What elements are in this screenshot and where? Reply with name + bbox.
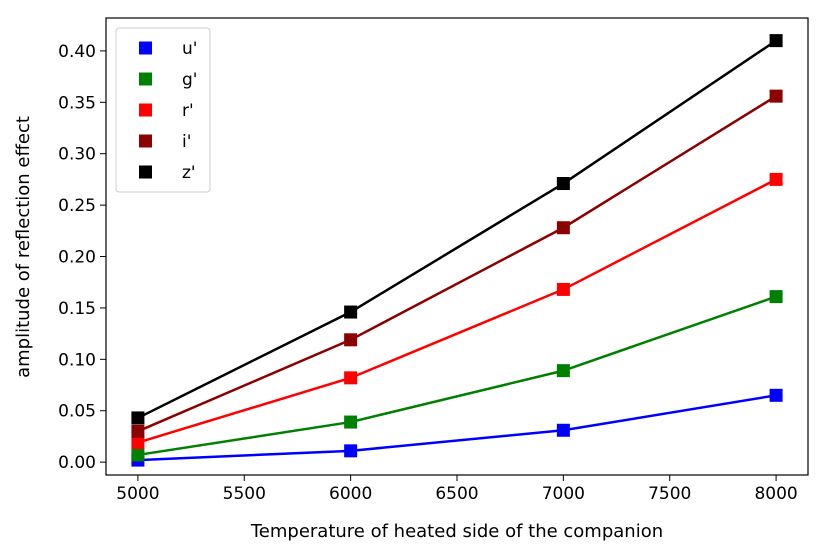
y-tick-label: 0.20 <box>58 248 96 268</box>
legend: u' g' r' i' z' <box>115 27 211 193</box>
data-point-g <box>131 448 145 462</box>
legend-label-u: u' <box>182 39 197 59</box>
data-point-r <box>769 172 783 186</box>
y-tick-label: 0.40 <box>58 42 96 62</box>
data-point-r <box>556 282 570 296</box>
y-tick-label: 0.35 <box>58 93 96 113</box>
data-point-z <box>344 305 358 319</box>
series-line-g <box>137 295 777 457</box>
legend-frame <box>115 27 211 193</box>
data-point-z <box>556 177 570 191</box>
legend-marker-g <box>139 72 152 86</box>
data-point-u <box>344 444 358 458</box>
x-tick-label: 5500 <box>223 484 266 504</box>
x-axis-title: Temperature of heated side of the compan… <box>250 521 663 542</box>
series-line-i <box>137 95 777 433</box>
legend-label-r: r' <box>182 101 194 121</box>
x-tick-label: 6000 <box>329 484 372 504</box>
legend-label-i: i' <box>182 132 191 152</box>
data-point-z <box>131 411 145 425</box>
y-axis-title: amplitude of reflection effect <box>13 116 34 378</box>
data-point-g <box>556 364 570 378</box>
data-point-u <box>769 388 783 402</box>
x-tick-label: 6500 <box>435 484 478 504</box>
y-tick-label: 0.25 <box>58 196 96 216</box>
legend-marker-r <box>139 103 152 117</box>
legend-label-z: z' <box>182 163 196 183</box>
series-line-r <box>137 178 777 444</box>
y-tick-label: 0.05 <box>58 402 96 422</box>
data-point-r <box>344 371 358 385</box>
x-tick-label: 8000 <box>754 484 797 504</box>
x-tick-label: 5000 <box>116 484 159 504</box>
data-point-i <box>344 333 358 347</box>
data-point-g <box>344 415 358 429</box>
x-axis: 5000 5500 6000 6500 7000 7500 8000 <box>116 475 798 504</box>
data-point-i <box>131 424 145 438</box>
y-tick-label: 0.15 <box>58 299 96 319</box>
y-tick-label: 0.00 <box>58 453 96 473</box>
legend-marker-u <box>139 41 152 55</box>
series-line-z <box>137 39 777 420</box>
x-tick-label: 7500 <box>648 484 691 504</box>
legend-label-g: g' <box>182 70 197 90</box>
legend-marker-z <box>139 165 152 179</box>
series-line-u <box>137 394 777 462</box>
y-tick-label: 0.30 <box>58 145 96 165</box>
data-point-u <box>556 423 570 437</box>
x-tick-label: 7000 <box>542 484 585 504</box>
y-tick-label: 0.10 <box>58 350 96 370</box>
data-point-i <box>556 221 570 235</box>
legend-marker-i <box>139 134 152 148</box>
data-point-g <box>769 290 783 304</box>
y-axis: 0.00 0.05 0.10 0.15 0.20 0.25 0.30 0.35 0.40 <box>58 42 106 473</box>
data-point-z <box>769 34 783 48</box>
plot-area <box>131 34 783 467</box>
data-point-r <box>131 436 145 450</box>
data-point-i <box>769 89 783 103</box>
